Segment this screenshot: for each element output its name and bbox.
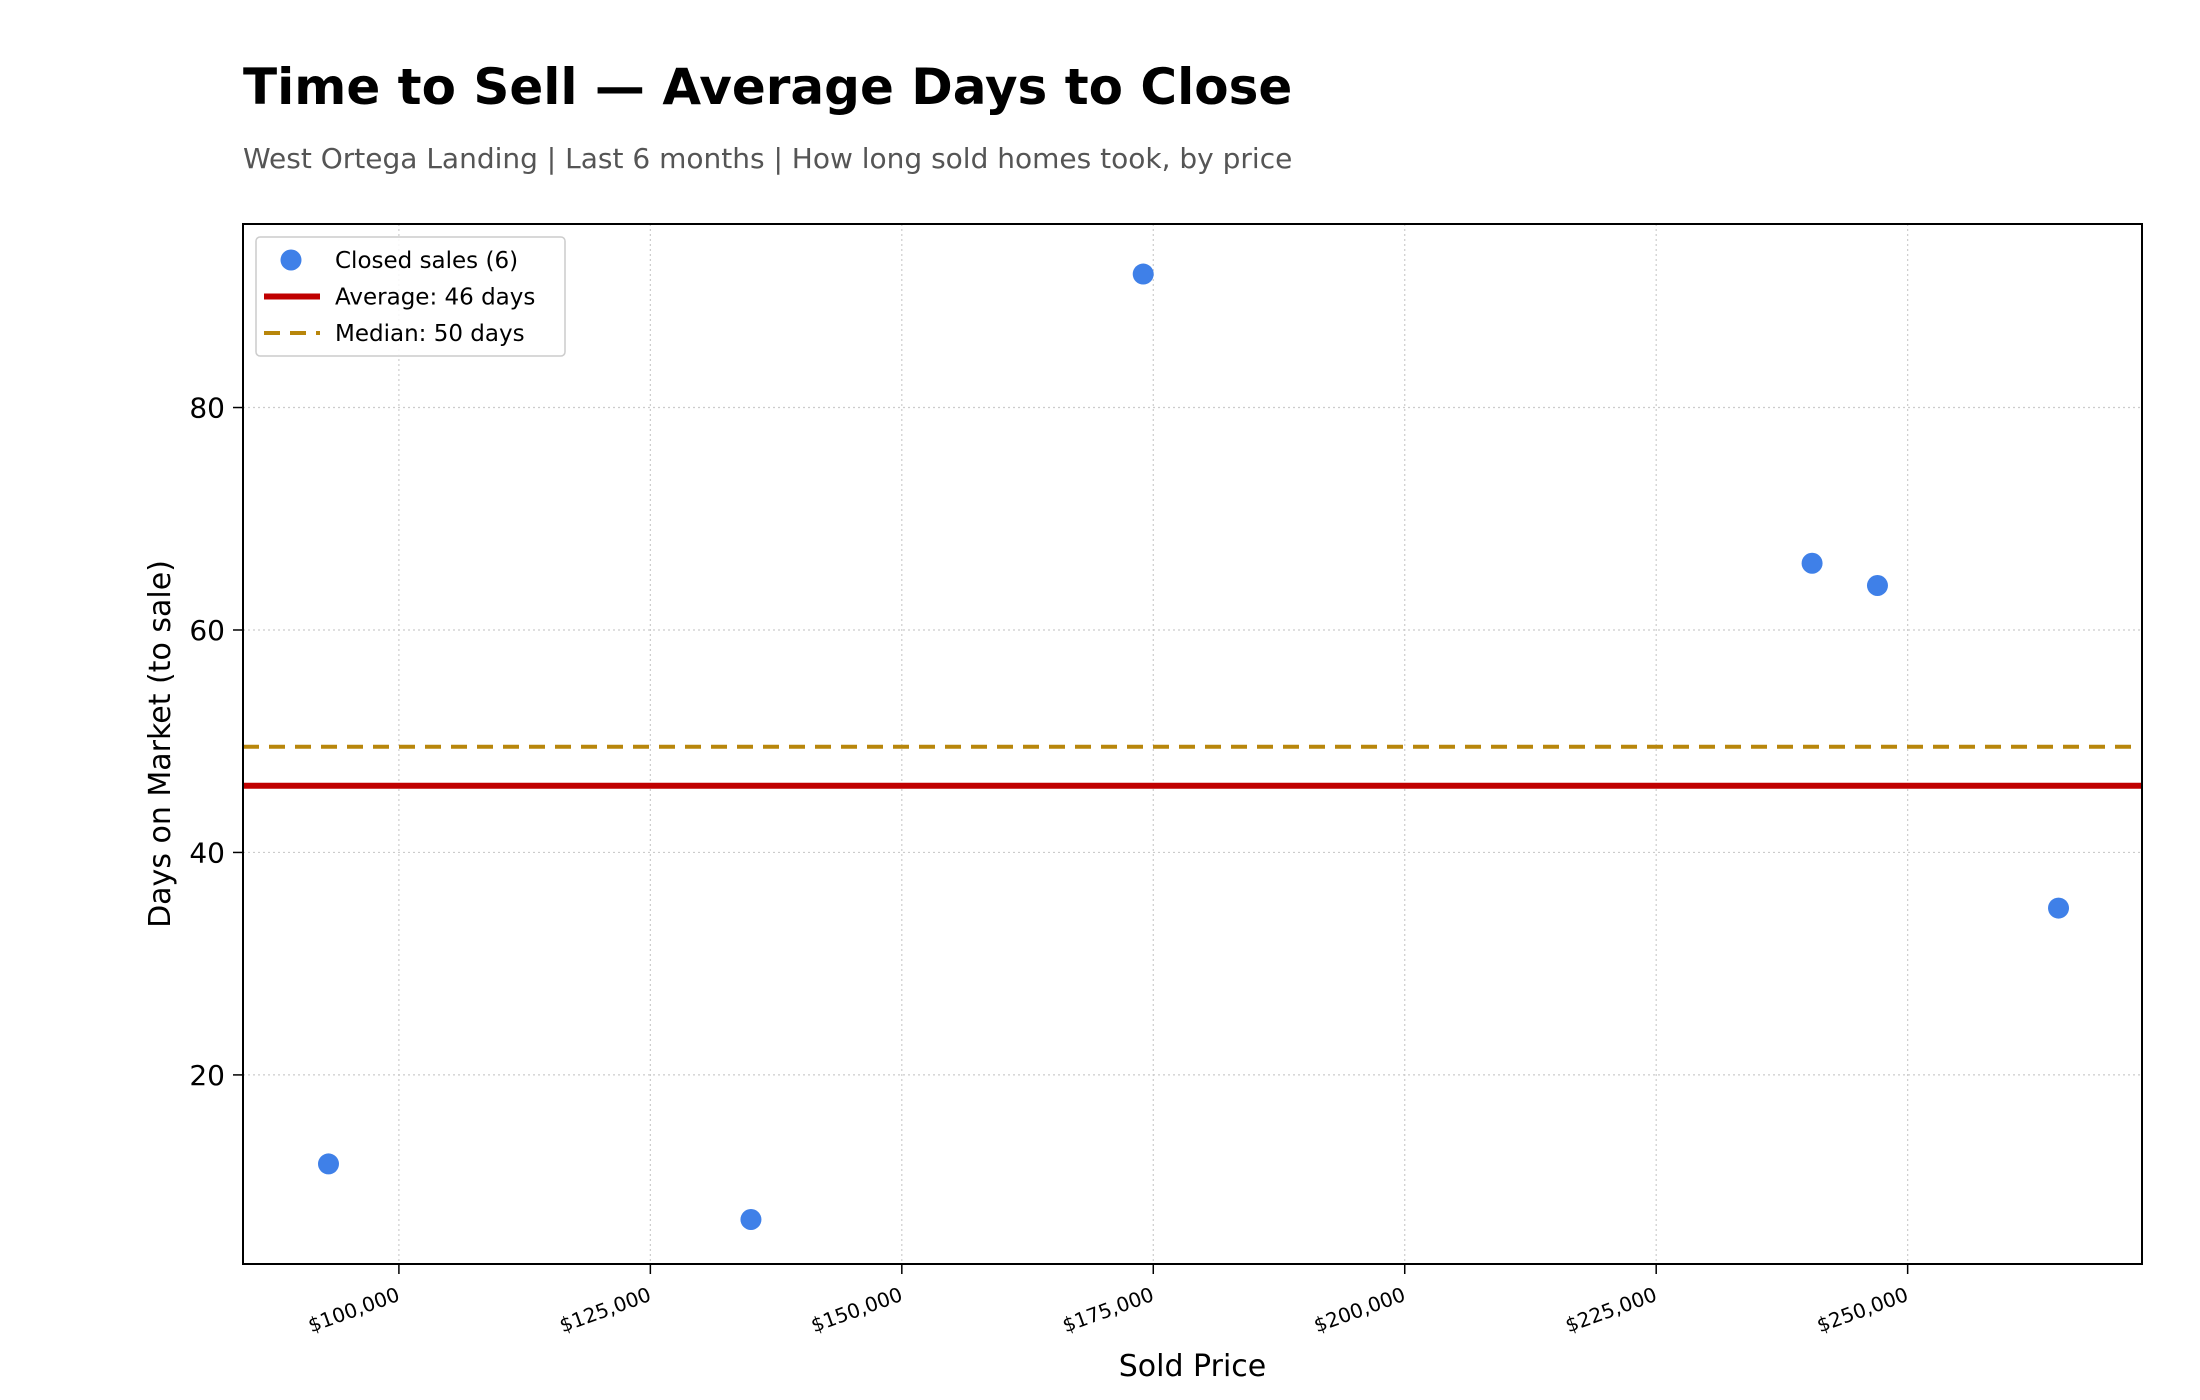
data-point [317,1153,339,1175]
grid-lines [243,224,2142,1264]
x-tick-label: $225,000 [1562,1282,1660,1337]
legend-box [255,236,566,357]
legend-label: Average: 46 days [335,285,535,311]
y-tick-label: 80 [189,392,225,425]
x-tick-label: $200,000 [1311,1282,1409,1337]
data-point [740,1209,762,1231]
plot-frame [242,223,2143,1265]
data-point [1132,263,1154,285]
data-point [1866,574,1888,596]
x-axis-ticks: $100,000 $125,000 $150,000 $175,000 $200,000… [305,1264,1911,1337]
legend-marker [280,249,302,271]
data-point [1801,552,1823,574]
reference-lines [243,744,2142,789]
legend-label: Median: 50 days [335,321,525,347]
chart-title: Time to Sell — Average Days to Close [243,58,1293,116]
legend: Closed sales (6) Average: 46 days Median: … [255,236,566,357]
data-point [2048,897,2070,919]
y-tick-label: 20 [189,1059,225,1092]
x-tick-label: $250,000 [1813,1282,1911,1337]
y-tick-label: 60 [189,614,225,647]
y-tick-label: 40 [189,836,225,869]
chart-subtitle: West Ortega Landing | Last 6 months | Ho… [243,142,1293,175]
x-tick-label: $175,000 [1059,1282,1157,1337]
x-axis-label: Sold Price [1119,1349,1267,1384]
x-tick-label: $100,000 [305,1282,403,1337]
y-axis-label: Days on Market (to sale) [143,560,178,928]
data-points [317,263,2070,1231]
y-axis-ticks: 20 40 60 80 [189,392,243,1092]
x-tick-label: $150,000 [808,1282,906,1337]
x-tick-label: $125,000 [556,1282,654,1337]
legend-label: Closed sales (6) [335,248,518,274]
